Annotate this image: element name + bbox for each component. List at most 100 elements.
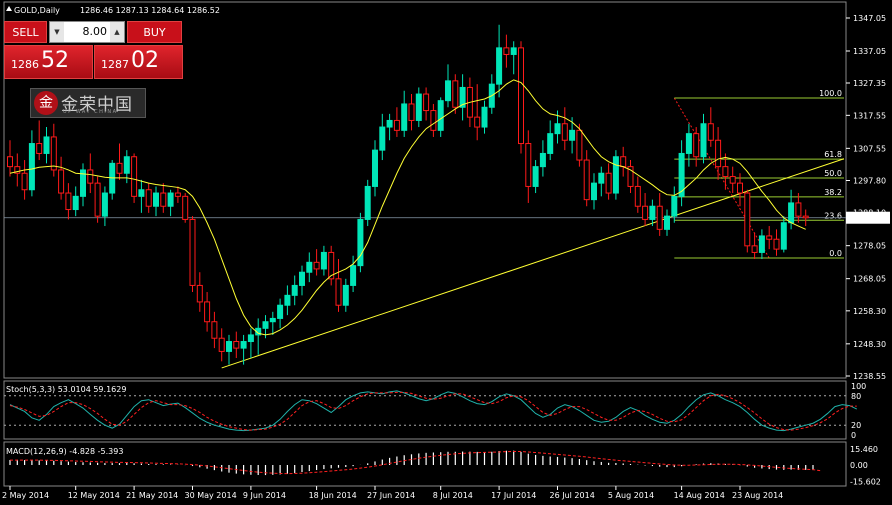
candle-body — [50, 136, 57, 171]
sell-button[interactable]: SELL — [4, 21, 47, 43]
fib-level-label: 61.8 — [824, 150, 842, 159]
candle-body — [561, 123, 568, 141]
candle-body — [386, 119, 393, 128]
candle-body — [408, 103, 415, 121]
candle-body — [306, 261, 313, 273]
candle-body — [357, 218, 364, 267]
candle-body — [430, 110, 437, 131]
sell-price-box[interactable]: 1286 52 — [4, 45, 93, 79]
stoch-main-line — [9, 390, 858, 432]
candle-body — [758, 235, 765, 253]
candle-body — [43, 136, 50, 154]
macd-axis-label: -15.602 — [850, 477, 881, 486]
candle-body — [189, 218, 196, 286]
candle-body — [634, 185, 641, 207]
lot-decrease-icon[interactable]: ▼ — [50, 22, 64, 42]
stoch-signal-line — [9, 391, 857, 431]
macd-signal-line — [9, 450, 821, 475]
price-axis-label: 1307.55 — [853, 144, 886, 153]
buy-button[interactable]: BUY — [127, 21, 182, 43]
price-axis-label: 1268.05 — [853, 275, 886, 284]
time-axis-label: 8 Jul 2014 — [433, 491, 473, 500]
candle-body — [729, 176, 736, 184]
candle-body — [707, 123, 714, 141]
candle-body — [247, 334, 254, 343]
fib-level-label: 50.0 — [824, 169, 842, 178]
candle-body — [539, 152, 546, 168]
time-axis-label: 14 Aug 2014 — [674, 491, 725, 500]
candle-body — [167, 192, 174, 207]
candle-body — [423, 93, 430, 112]
candle-body — [620, 156, 627, 168]
candle-body — [722, 166, 729, 178]
main-panel-frame — [3, 1, 847, 379]
candle-body — [7, 156, 13, 168]
candle-body — [72, 195, 79, 211]
candle-body — [123, 156, 130, 174]
candle-body — [510, 47, 517, 55]
candle-body — [211, 321, 218, 339]
candle-body — [87, 169, 94, 184]
candle-body — [182, 195, 189, 220]
broker-logo-english: UP WAY CHINA — [63, 109, 118, 115]
candle-body — [145, 189, 152, 207]
candle-body — [262, 321, 269, 329]
candle-body — [700, 123, 707, 158]
candle-body — [671, 195, 678, 217]
stoch-title: Stoch(5,3,3) 53.0104 59.1629 — [6, 385, 126, 394]
time-axis-label: 26 Jul 2014 — [550, 491, 595, 500]
candle-body — [174, 192, 181, 197]
candle-body — [685, 133, 692, 154]
candle-body — [269, 317, 276, 323]
candle-body — [36, 143, 43, 154]
candle-body — [58, 169, 65, 194]
candle-body — [583, 159, 590, 201]
candle-body — [21, 172, 28, 191]
fib-level-label: 0.0 — [829, 249, 842, 258]
candle-body — [138, 189, 145, 197]
candle-body — [532, 166, 539, 187]
macd-title: MACD(12,26,9) -4.828 -5.393 — [6, 447, 123, 456]
lot-size-input[interactable]: ▼ 8.00 ▲ — [49, 21, 125, 43]
moving-average-line — [9, 79, 806, 336]
candle-body — [612, 156, 619, 194]
time-axis-label: 21 May 2014 — [126, 491, 178, 500]
lot-increase-icon[interactable]: ▲ — [110, 22, 124, 42]
stoch-axis-label: 80 — [851, 392, 861, 401]
candle-body — [204, 301, 211, 323]
macd-axis-label: 0.00 — [850, 461, 868, 470]
one-click-trading-panel[interactable]: SELL ▼ 8.00 ▲ BUY 1286 52 1287 02 — [4, 19, 184, 80]
candle-body — [481, 106, 488, 128]
candle-body — [80, 169, 86, 197]
candle-body — [116, 162, 123, 174]
candle-body — [795, 202, 802, 217]
candle-body — [627, 166, 634, 187]
candle-body — [226, 341, 232, 352]
candle-body — [737, 182, 743, 194]
candle-body — [437, 100, 444, 131]
lot-size-value[interactable]: 8.00 — [82, 25, 108, 38]
stoch-axis-label: 100 — [851, 382, 866, 391]
candle-body — [28, 143, 35, 191]
candle-body — [649, 205, 656, 220]
candle-body — [780, 222, 787, 250]
candle-body — [299, 271, 305, 286]
macd-axis-label: 15.460 — [850, 445, 878, 454]
candle-body — [605, 172, 612, 194]
candle-body — [569, 129, 576, 141]
candle-body — [14, 166, 21, 174]
price-axis-label: 1258.30 — [853, 307, 886, 316]
candle-body — [218, 337, 225, 352]
buy-price-box[interactable]: 1287 02 — [94, 45, 183, 79]
candle-body — [393, 119, 400, 131]
time-axis-label: 23 Aug 2014 — [732, 491, 783, 500]
current-price-value: 1286.52 — [850, 214, 883, 223]
candle-body — [415, 93, 422, 121]
candle-body — [445, 80, 451, 102]
time-axis-label: 18 Jun 2014 — [309, 491, 357, 500]
price-axis-label: 1327.35 — [853, 79, 886, 88]
candle-body — [664, 215, 670, 230]
price-axis-label: 1337.05 — [853, 47, 886, 56]
candle-body — [277, 304, 284, 319]
